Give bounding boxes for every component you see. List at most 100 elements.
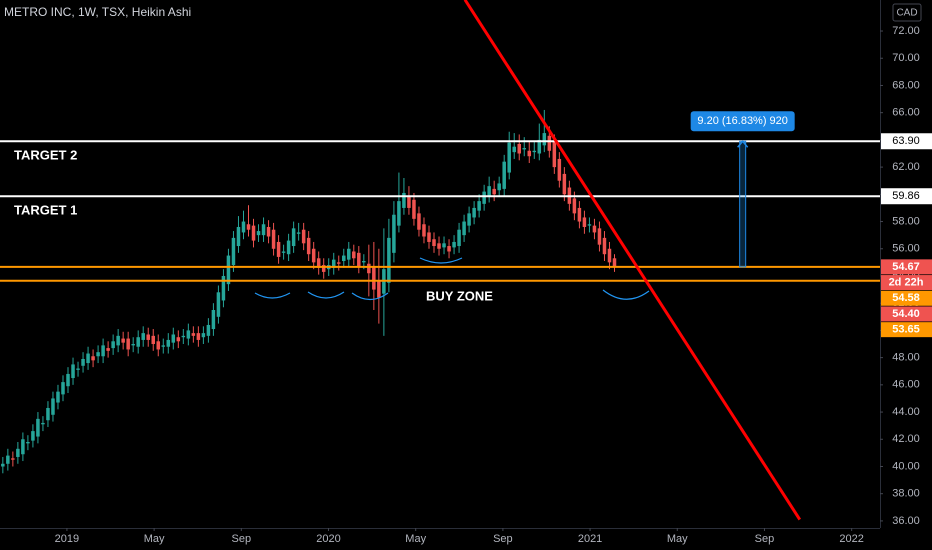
candle-body [121,338,125,343]
candle-body [467,213,471,226]
candle-body [31,431,35,441]
candle-body [367,263,371,274]
candle-body [11,458,15,460]
candle-body [146,334,150,340]
level-text: TARGET 2 [14,148,77,163]
candle-body [427,232,431,242]
price-badge-label: 53.65 [892,324,920,336]
currency: CAD [896,8,917,19]
candle-body [271,229,276,249]
candle-body [477,201,481,211]
candle-body [36,418,40,437]
level-text: TARGET 1 [14,203,77,218]
candle-body [507,142,511,173]
candle-body [221,275,226,301]
candle-body [256,231,261,236]
candle-body [46,407,50,421]
candle-body [276,241,281,257]
candle-body [437,243,441,249]
x-tick-label: Sep [232,533,252,545]
y-tick-label: 48.00 [892,352,920,364]
x-tick-label: 2019 [55,533,79,545]
candle-body [76,368,80,370]
candle-body [537,139,542,154]
candle-body [176,337,181,342]
candle-body [577,207,582,222]
candle-body [56,391,60,403]
candle-body [397,201,401,226]
candle-body [86,353,90,364]
candle-body [562,173,567,195]
candle-body [61,382,65,395]
candle-body [552,141,557,168]
candle-body [587,224,592,226]
y-tick-label: 44.00 [892,406,920,418]
trend-line [463,0,802,521]
candle-body [532,150,537,153]
candle-body [316,258,321,268]
candle-body [357,252,361,267]
level-badge-label: 63.90 [892,135,920,147]
price-badge [881,290,932,306]
x-tick-label: Sep [493,533,513,545]
candle-body [71,364,75,379]
candle-body [181,335,186,338]
candle-body [372,266,376,290]
candle-body [111,341,115,349]
price-badge-label: 54.67 [892,261,920,273]
candle-body [422,224,426,237]
candle-body [487,186,491,196]
price-badge-label: 54.58 [892,292,920,304]
price-badge [881,322,932,338]
y-tick-label: 72.00 [892,25,920,37]
candle-body [472,207,476,218]
candle-body [597,228,602,245]
candle-body [331,259,336,268]
candle-body [452,241,456,248]
candle-body [156,341,161,350]
candle-body [447,246,451,252]
cup-arcs [254,257,650,301]
candle-body [151,335,155,345]
candle-body [417,213,421,230]
candle-body [296,232,301,234]
candle-body [412,199,416,219]
price-badge [881,306,932,322]
candle-body [166,339,171,347]
level-badge [881,188,932,205]
candle-body [542,133,547,146]
arc [254,292,291,299]
candle-body [442,243,446,248]
candle-body [191,333,196,336]
candle-body [216,292,221,317]
candle-body [377,281,381,298]
candle-body [387,237,391,283]
candle-body [241,221,246,233]
candle-body [21,439,25,455]
x-tick-label: Sep [755,533,775,545]
candle-body [236,226,241,247]
price-badge [881,259,932,275]
y-tick-label: 62.00 [892,161,920,173]
arc [602,289,650,300]
candle-body [492,188,496,195]
y-tick-label: 56.00 [892,243,920,255]
candle-body [497,183,501,191]
chart-title: METRO INC, 1W, TSX, Heikin Ashi [4,5,191,19]
candle-body [352,251,356,259]
zone-label: BUY ZONE [426,288,493,303]
candle-body [592,225,597,233]
y-tick-label: 46.00 [892,379,920,391]
candle-body [26,441,30,444]
candle-body [612,258,617,267]
candle-body [407,197,411,208]
candle-body [6,455,10,464]
candle-body [281,251,286,253]
candle-body [41,422,45,425]
y-tick-label: 58.00 [892,215,920,227]
candle-body [306,237,311,255]
candle-body [482,191,486,204]
measure-label: 9.20 (16.83%) 920 [697,115,788,127]
y-tick-label: 68.00 [892,79,920,91]
